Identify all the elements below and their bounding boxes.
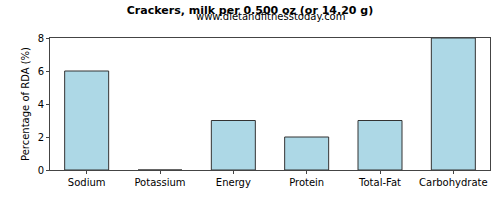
svg-text:Protein: Protein (289, 177, 324, 188)
svg-text:Crackers, milk per 0.500 oz (o: Crackers, milk per 0.500 oz (or 14.20 g) (127, 4, 373, 17)
svg-text:6: 6 (38, 66, 44, 77)
svg-text:Total-Fat: Total-Fat (358, 177, 401, 188)
svg-text:0: 0 (38, 165, 44, 176)
svg-text:4: 4 (38, 99, 44, 110)
svg-text:2: 2 (38, 132, 44, 143)
svg-text:8: 8 (38, 33, 44, 44)
svg-text:Percentage of RDA (%): Percentage of RDA (%) (20, 47, 31, 161)
svg-text:Potassium: Potassium (134, 177, 185, 188)
svg-text:Energy: Energy (216, 177, 251, 188)
svg-text:www.dietandfitnesstoday.com: www.dietandfitnesstoday.com (196, 11, 345, 22)
svg-text:Carbohydrate: Carbohydrate (419, 177, 488, 188)
svg-text:Sodium: Sodium (68, 177, 106, 188)
